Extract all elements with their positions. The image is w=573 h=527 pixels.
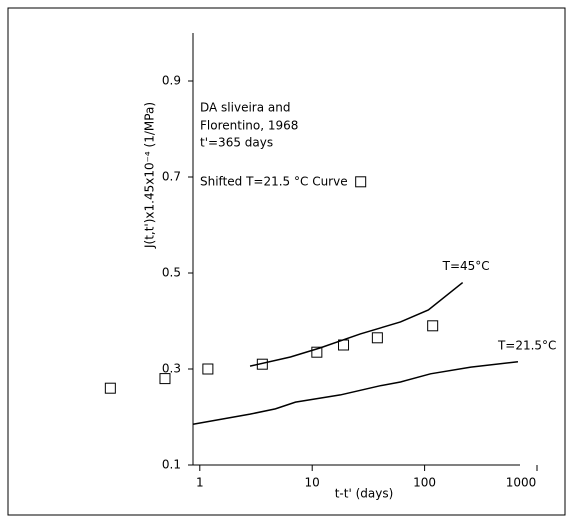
annotation: Florentino, 1968 [200, 119, 298, 133]
curve-label: T=21.5°C [497, 338, 556, 352]
x-tick-label: 10 [305, 476, 320, 490]
curve [192, 361, 519, 425]
y-tick-label: 0.1 [162, 458, 181, 472]
curve [249, 282, 464, 367]
y-tick-label: 0.9 [162, 74, 181, 88]
marker [427, 320, 439, 332]
frame [7, 7, 566, 516]
x-tick-label: 100 [413, 476, 436, 490]
annotation: DA sliveira and [200, 101, 290, 115]
marker [104, 382, 116, 394]
y-tick-label: 0.7 [162, 170, 181, 184]
y-axis-label: J(t,t')x1.45x10⁻⁴ (1/MPa) [143, 102, 157, 249]
x-tick-label: 1 [196, 476, 204, 490]
y-tick-label: 0.5 [162, 266, 181, 280]
marker [311, 346, 323, 358]
marker [355, 176, 367, 188]
annotation: t'=365 days [200, 136, 273, 150]
x-tick-label: 1000 [506, 476, 537, 490]
marker [159, 373, 171, 385]
marker [371, 332, 383, 344]
y-tick-label: 0.3 [162, 362, 181, 376]
marker [202, 363, 214, 375]
curve-label: T=45°C [442, 259, 490, 273]
annotation: Shifted T=21.5 °C Curve [200, 175, 348, 189]
x-axis-label: t-t' (days) [335, 487, 394, 501]
